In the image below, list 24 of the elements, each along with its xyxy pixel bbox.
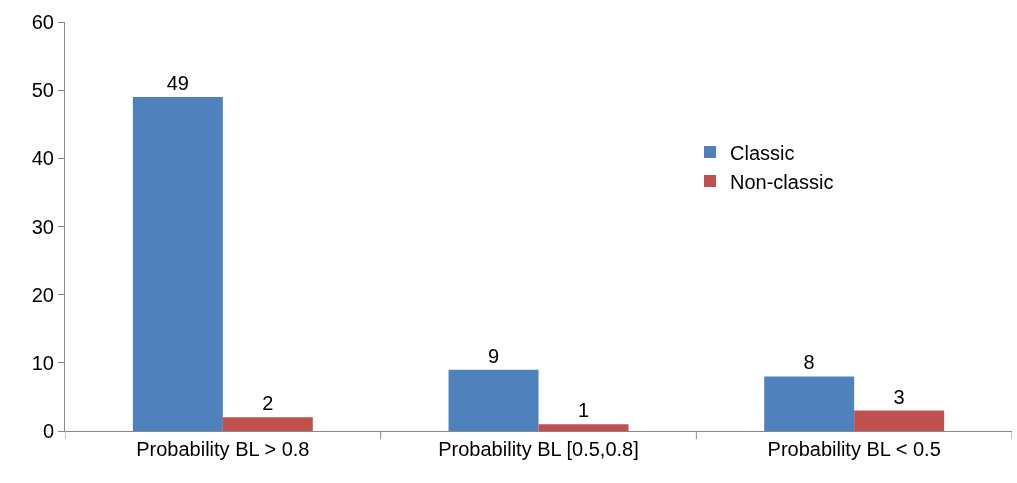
x-tick-label: Probability BL [0.5,0.8] bbox=[438, 438, 639, 460]
data-label: 8 bbox=[803, 351, 815, 374]
data-label: 3 bbox=[893, 385, 905, 408]
bar bbox=[854, 410, 945, 431]
bar bbox=[222, 417, 313, 431]
bar bbox=[132, 96, 223, 431]
legend-label: Non-classic bbox=[730, 170, 834, 193]
data-label: 9 bbox=[487, 344, 500, 367]
x-tick-label: Probability BL < 0.5 bbox=[767, 438, 941, 460]
y-tick-label: 10 bbox=[31, 351, 54, 374]
y-tick-label: 20 bbox=[31, 283, 54, 306]
data-label: 1 bbox=[577, 399, 590, 422]
y-tick-label: 30 bbox=[31, 215, 54, 238]
x-tick-label: Probability BL > 0.8 bbox=[136, 438, 310, 460]
y-tick-label: 50 bbox=[31, 79, 54, 102]
data-label: 2 bbox=[262, 392, 274, 415]
y-tick-label: 60 bbox=[31, 11, 54, 33]
bar bbox=[764, 376, 855, 431]
bar bbox=[448, 369, 539, 431]
data-label: 49 bbox=[166, 71, 189, 94]
y-tick-label: 0 bbox=[42, 420, 54, 442]
legend-label: Classic bbox=[730, 141, 795, 164]
bar bbox=[538, 424, 629, 431]
y-tick-label: 40 bbox=[31, 147, 54, 170]
